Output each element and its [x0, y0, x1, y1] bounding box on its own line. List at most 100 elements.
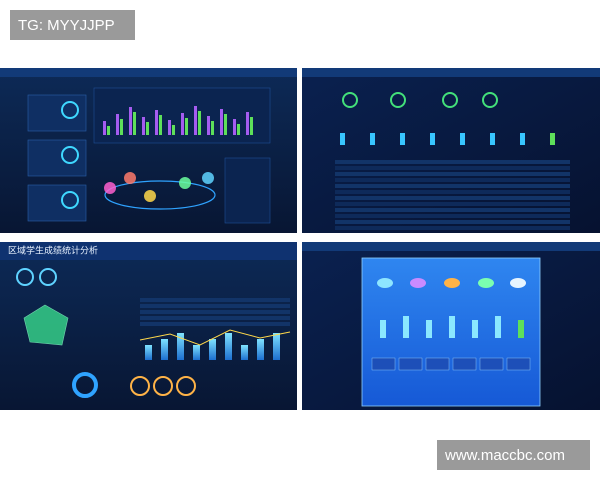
cylinder-deco — [490, 133, 495, 145]
card — [27, 94, 87, 132]
icon-deco — [478, 278, 494, 288]
panel-header — [0, 68, 297, 77]
table-row — [140, 310, 290, 314]
cylinder-deco — [209, 339, 216, 360]
line-deco — [139, 329, 291, 346]
card — [371, 357, 396, 371]
card — [506, 357, 531, 371]
bar-deco — [103, 121, 106, 135]
bar-deco — [237, 124, 240, 135]
bar-deco — [107, 126, 110, 135]
bar-deco — [146, 122, 149, 135]
table-row — [140, 322, 290, 326]
table-row — [335, 190, 570, 194]
panel-header — [0, 242, 297, 260]
icon-deco — [444, 278, 460, 288]
bar-deco — [246, 112, 249, 135]
cylinder-deco — [273, 333, 280, 360]
ring-gauge — [39, 268, 57, 286]
cylinder-deco — [257, 339, 264, 360]
card — [452, 357, 477, 371]
panel-header — [302, 68, 600, 77]
bar-deco — [198, 111, 201, 135]
cylinder-deco — [520, 133, 525, 145]
bar-deco — [120, 119, 123, 135]
dashboards — [0, 68, 600, 410]
table-row — [335, 166, 570, 170]
bar-deco — [250, 117, 253, 135]
table-row — [140, 316, 290, 320]
bar-deco — [181, 113, 184, 135]
table-row — [335, 202, 570, 206]
gauge — [61, 101, 79, 119]
cylinder-deco — [472, 320, 478, 338]
ring-gauge — [482, 92, 498, 108]
bubble-deco — [202, 172, 214, 184]
card — [27, 139, 87, 177]
cylinder-deco — [426, 320, 432, 338]
table-row — [335, 160, 570, 164]
gauge — [61, 146, 79, 164]
cylinder-deco — [403, 316, 409, 338]
cylinder-deco — [380, 320, 386, 338]
bar-deco — [194, 106, 197, 135]
bar-deco — [172, 125, 175, 135]
watermark-box — [437, 440, 590, 470]
icon-deco — [410, 278, 426, 288]
ring-gauge — [16, 268, 34, 286]
cylinder-deco — [550, 133, 555, 145]
cylinder-deco — [460, 133, 465, 145]
table-row — [140, 304, 290, 308]
table-row — [335, 214, 570, 218]
watermark-text: TG: MYYJJPP — [18, 17, 115, 34]
table-row — [335, 172, 570, 176]
table-row — [335, 178, 570, 182]
bar-deco — [211, 121, 214, 135]
cylinder-deco — [177, 333, 184, 360]
gauge — [61, 191, 79, 209]
bar-deco — [133, 112, 136, 135]
bar-deco — [207, 116, 210, 135]
cylinder-deco — [340, 133, 345, 145]
bar-deco — [129, 107, 132, 135]
card — [398, 357, 423, 371]
bubble-deco — [104, 182, 116, 194]
bar-deco — [116, 114, 119, 135]
cylinder-deco — [400, 133, 405, 145]
table-row — [140, 298, 290, 302]
bar-deco — [155, 110, 158, 135]
cylinder-deco — [241, 345, 248, 360]
card — [425, 357, 450, 371]
cylinder-deco — [370, 133, 375, 145]
ring-gauge — [130, 376, 150, 396]
bubble-deco — [124, 172, 136, 184]
platform — [104, 180, 216, 210]
watermark-text: www.maccbc.com — [444, 447, 565, 464]
cylinder-deco — [518, 320, 524, 338]
icon-deco — [510, 278, 526, 288]
donut-deco — [72, 372, 98, 398]
cylinder-deco — [225, 333, 232, 360]
bar-deco — [233, 119, 236, 135]
table-row — [335, 208, 570, 212]
list-frame — [224, 157, 271, 224]
bar-deco — [220, 109, 223, 135]
ring-gauge — [442, 92, 458, 108]
card — [479, 357, 504, 371]
cylinder-deco — [145, 345, 152, 360]
cylinder-deco — [193, 345, 200, 360]
card — [27, 184, 87, 222]
ring-gauge — [390, 92, 406, 108]
bubble-deco — [179, 177, 191, 189]
radar-deco — [23, 304, 69, 346]
watermark-box — [10, 10, 135, 40]
bar-deco — [185, 118, 188, 135]
table-row — [335, 220, 570, 224]
bar-deco — [168, 120, 171, 135]
cylinder-deco — [495, 316, 501, 338]
bar-deco — [142, 117, 145, 135]
ring-gauge — [153, 376, 173, 396]
ring-gauge — [176, 376, 196, 396]
